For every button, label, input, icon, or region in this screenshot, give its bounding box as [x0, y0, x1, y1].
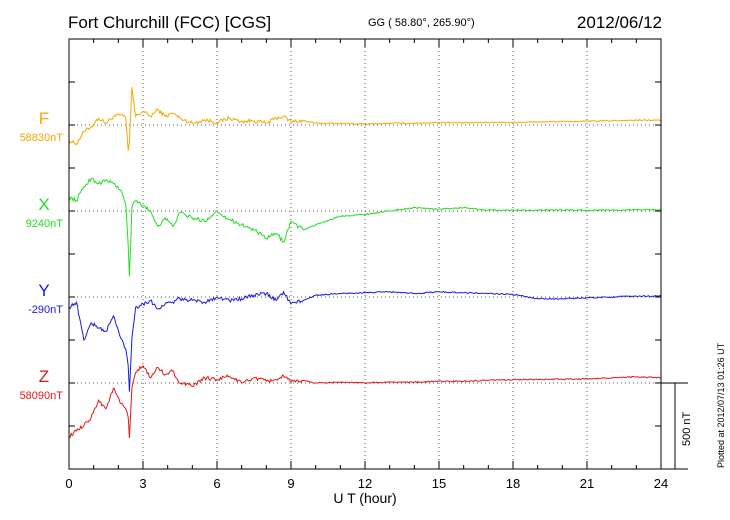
plotted-at-note: Plotted at 2012/07/13 01:26 UT	[716, 342, 726, 468]
series-line-x	[68, 177, 661, 277]
series-name-x: X	[38, 195, 49, 214]
coords-label: GG ( 58.80°, 265.90°)	[368, 17, 475, 29]
x-tick-label: 0	[65, 476, 72, 491]
x-tick-label: 21	[580, 476, 594, 491]
date-label: 2012/06/12	[577, 13, 662, 32]
x-tick-label: 18	[506, 476, 520, 491]
series-group	[68, 87, 662, 439]
x-tick-label: 24	[654, 476, 668, 491]
series-name-z: Z	[39, 367, 49, 386]
x-tick-label: 15	[432, 476, 446, 491]
axis-ticks: 0 3 6 9 12 15 18 21 24	[65, 39, 668, 491]
series-name-y: Y	[38, 281, 49, 300]
grid-lines	[69, 39, 661, 469]
series-baseline-y: -290nT	[28, 304, 63, 316]
x-axis-label: U T (hour)	[333, 490, 396, 506]
station-title: Fort Churchill (FCC) [CGS]	[68, 13, 271, 32]
series-line-f	[68, 87, 662, 151]
scale-bar: 500 nT	[661, 382, 693, 470]
x-tick-label: 3	[139, 476, 146, 491]
x-tick-label: 12	[358, 476, 372, 491]
series-line-z	[68, 364, 662, 439]
series-labels: F 58830nT X 9240nT Y -290nT Z 58090nT	[20, 109, 64, 402]
series-baseline-z: 58090nT	[20, 390, 64, 402]
x-tick-label: 6	[213, 476, 220, 491]
series-line-y	[68, 290, 662, 392]
x-tick-label: 9	[287, 476, 294, 491]
series-baseline-f: 58830nT	[20, 132, 64, 144]
series-baseline-x: 9240nT	[26, 218, 64, 230]
scale-bar-label: 500 nT	[681, 411, 693, 446]
series-name-f: F	[39, 109, 49, 128]
